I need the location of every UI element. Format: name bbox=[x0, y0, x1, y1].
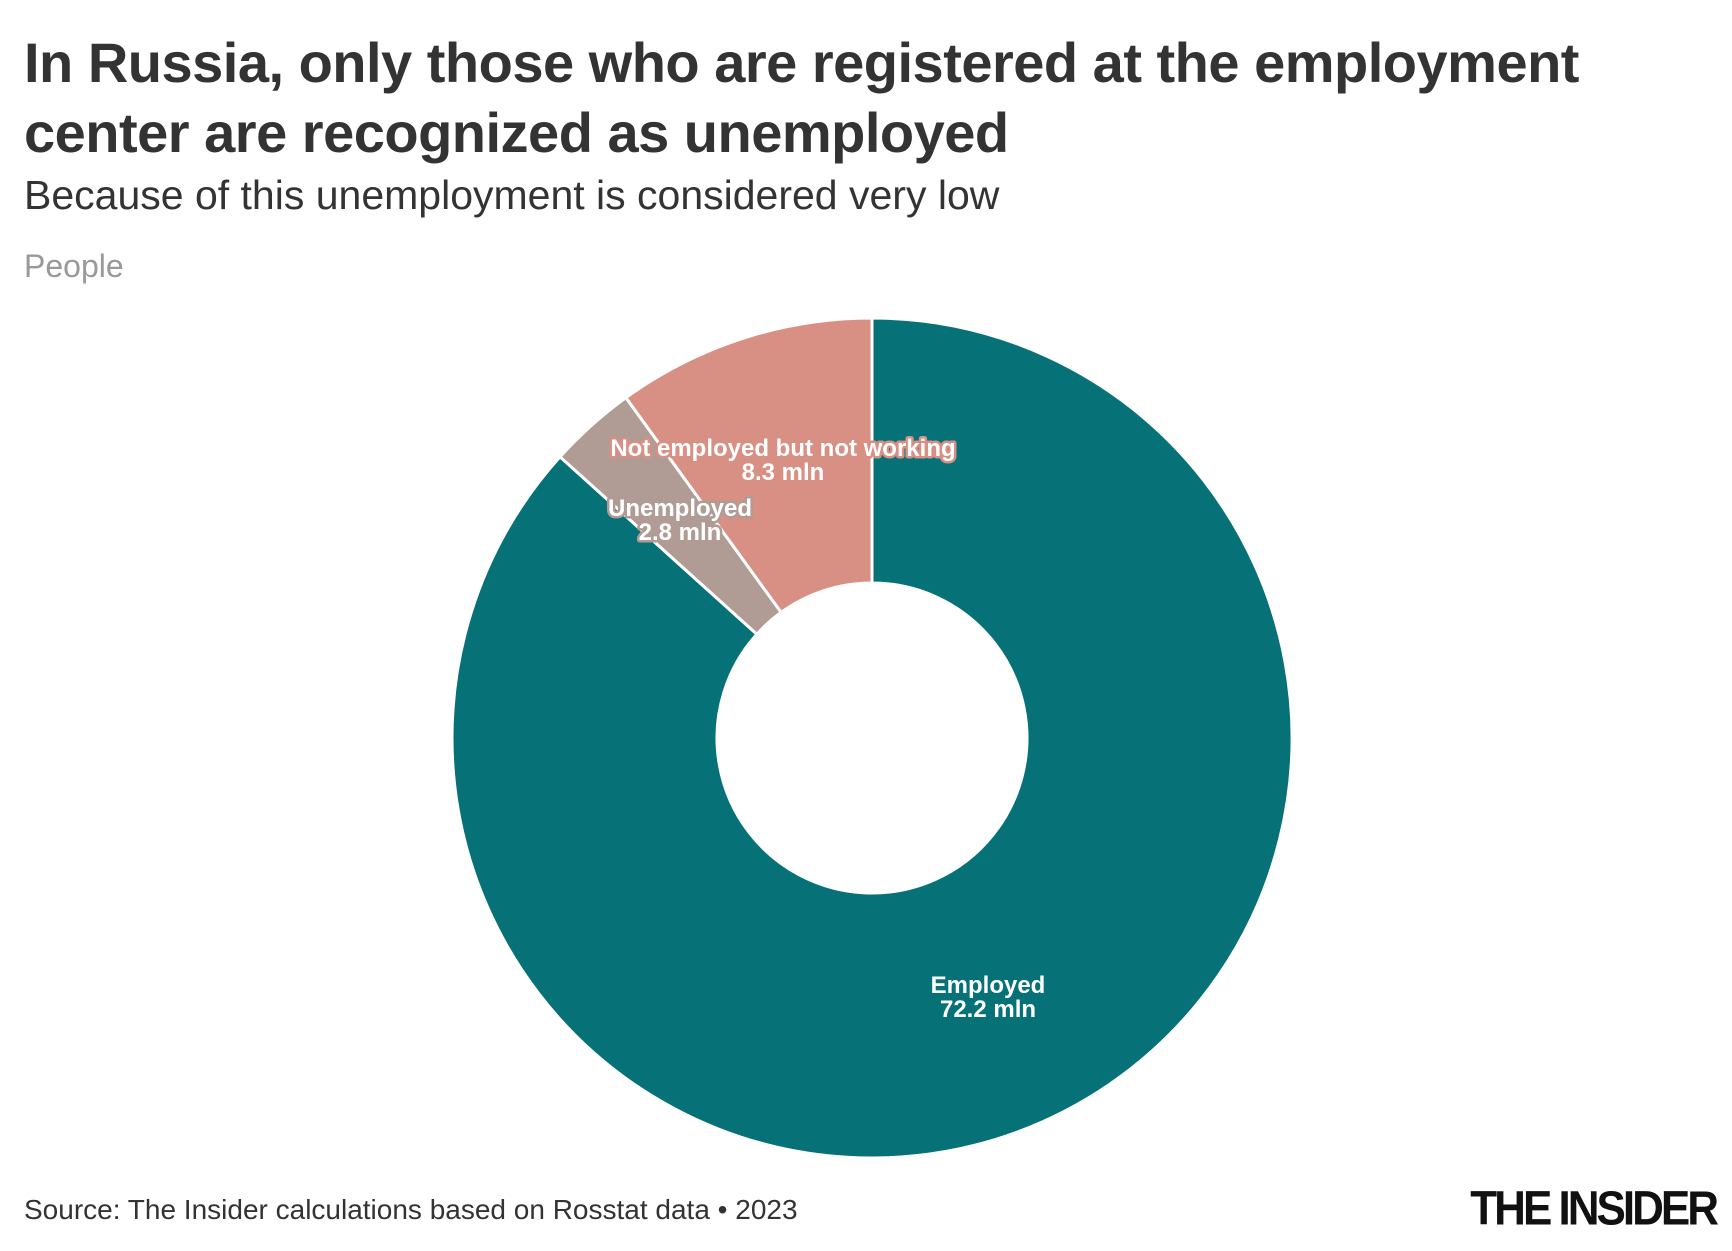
source-note: Source: The Insider calculations based o… bbox=[24, 1194, 798, 1225]
slice-employed bbox=[450, 316, 1294, 1160]
chart-subtitle: Because of this unemployment is consider… bbox=[24, 172, 1000, 218]
chart-title: In Russia, only those who are registered… bbox=[24, 31, 1579, 164]
slice-value-label: 2.8 mln bbox=[639, 519, 722, 546]
slice-value-label: 8.3 mln bbox=[742, 459, 825, 486]
slice-not-employed-but-not-working bbox=[623, 316, 874, 615]
slice-value-label: 72.2 mln bbox=[940, 996, 1036, 1023]
slice-label: Unemployed bbox=[608, 495, 752, 522]
slice-label: Not employed but not working bbox=[610, 435, 955, 462]
slice-label: Employed bbox=[931, 972, 1046, 999]
the-insider-logo: THE INSIDER bbox=[1470, 1181, 1719, 1236]
unit-label: People bbox=[24, 248, 124, 284]
